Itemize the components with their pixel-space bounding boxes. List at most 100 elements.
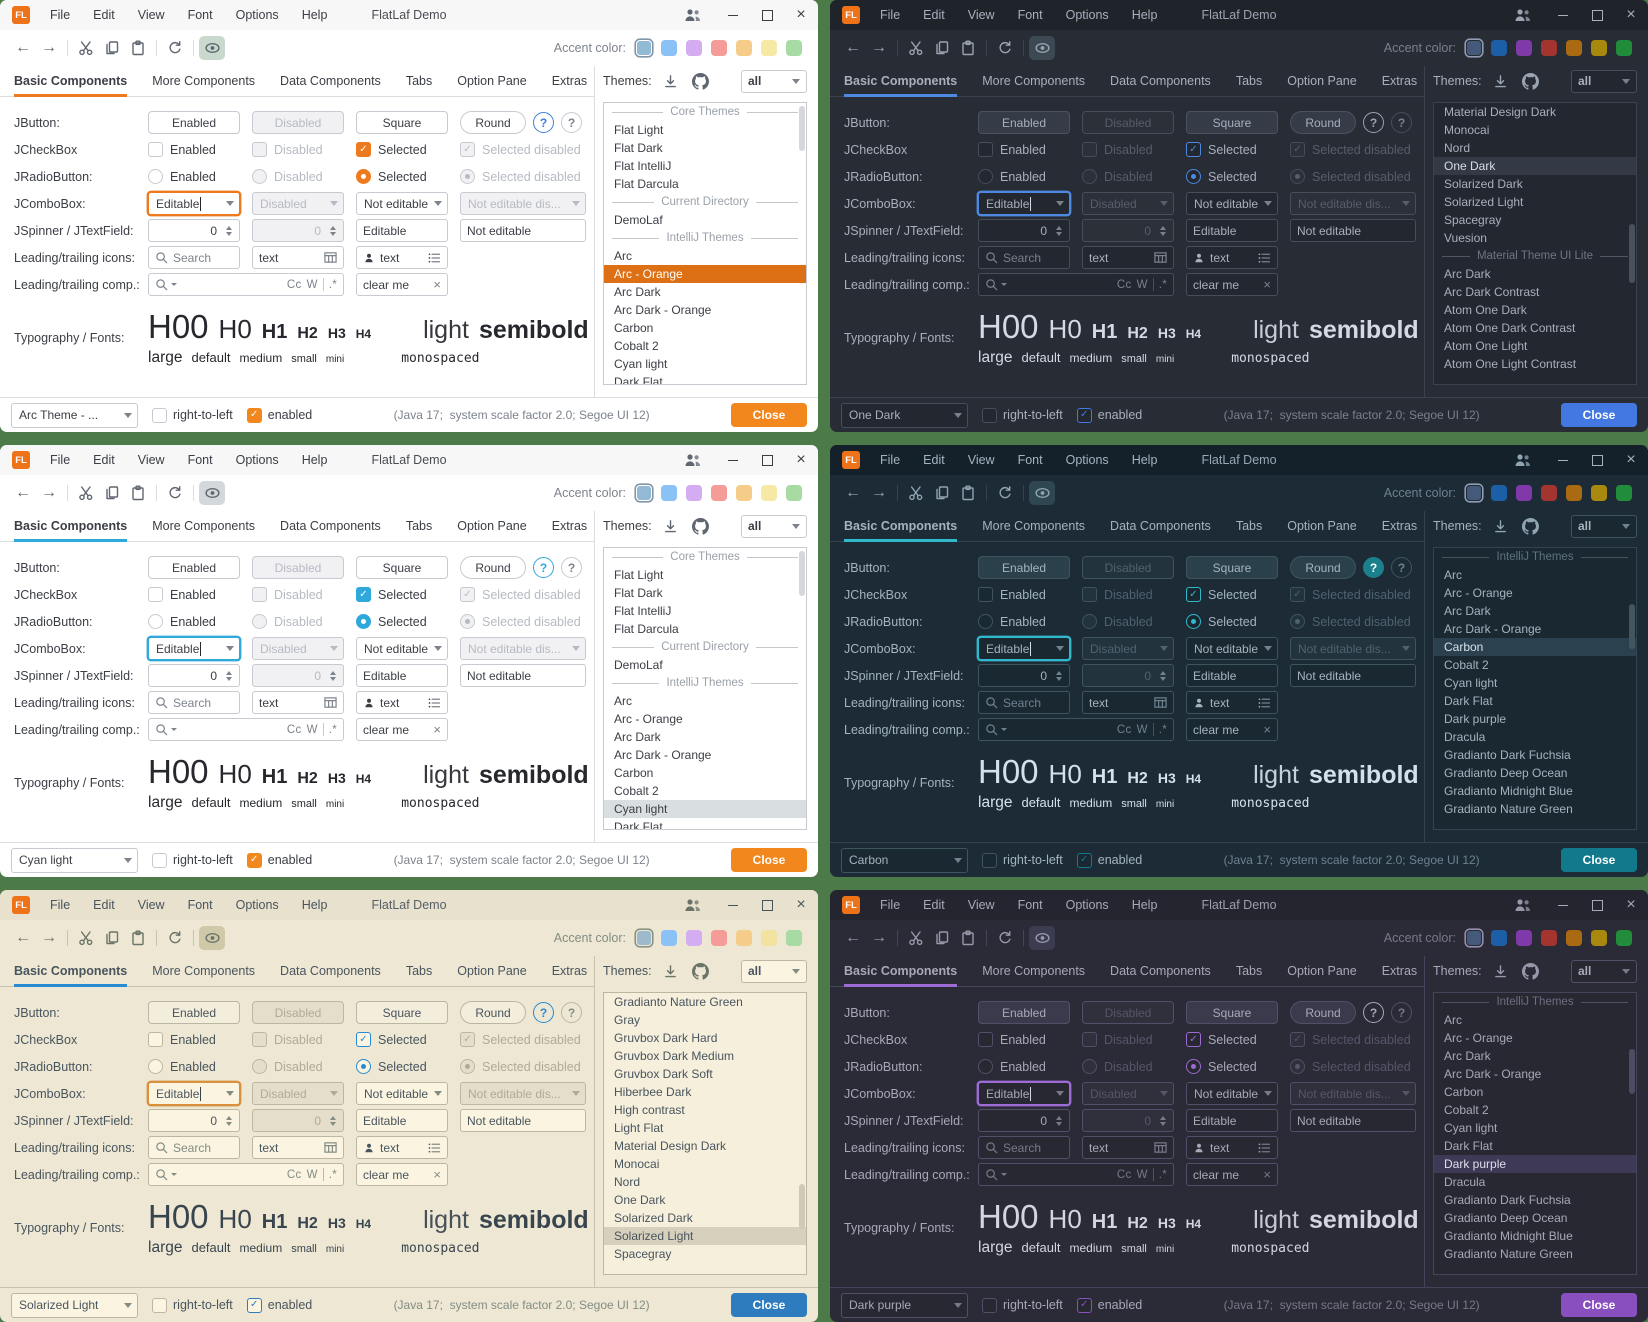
checkbox-enabled[interactable]: Enabled [148,1032,240,1047]
menu-view[interactable]: View [967,8,995,22]
menu-options[interactable]: Options [1065,8,1109,22]
theme-item-arc-orange[interactable]: Arc - Orange [1444,586,1513,600]
tab-data-components[interactable]: Data Components [1110,519,1211,533]
search-field-with-options[interactable]: Cc W .* [148,273,344,296]
chevron-down-icon[interactable] [1001,1173,1007,1176]
tab-data-components[interactable]: Data Components [1110,964,1211,978]
tab-option-pane[interactable]: Option Pane [457,964,527,978]
combobox-editable[interactable]: Editable [148,637,240,660]
close-button[interactable]: Close [1561,848,1637,872]
forward-icon[interactable]: → [41,484,57,501]
chevron-down-icon[interactable] [1051,1083,1069,1104]
themes-filter-combo[interactable]: all [1571,69,1637,93]
right-to-left-checkbox[interactable]: right-to-left [152,407,233,423]
chevron-down-icon[interactable] [1051,193,1069,214]
close-window-button[interactable]: × [796,451,806,468]
theme-item-gradianto-midnight-blue[interactable]: Gradianto Midnight Blue [1444,1229,1573,1243]
theme-item-arc[interactable]: Arc [614,694,632,708]
textfield-editable[interactable]: Editable [356,664,448,687]
menu-view[interactable]: View [137,453,165,467]
combobox-editable[interactable]: Editable [148,192,240,215]
theme-item-dark-flat[interactable]: Dark Flat [614,375,663,385]
radio-enabled[interactable]: Enabled [978,169,1070,184]
forward-icon[interactable]: → [41,39,57,56]
close-window-button[interactable]: × [796,896,806,913]
accent-swatch-2[interactable] [686,40,702,56]
download-icon[interactable] [660,964,682,979]
help-button[interactable]: ? [533,112,554,133]
menu-help[interactable]: Help [1131,453,1158,467]
chevron-down-icon[interactable] [949,849,967,872]
theme-combobox[interactable]: Arc Theme - ... [11,402,138,428]
theme-item-gradianto-deep-ocean[interactable]: Gradianto Deep Ocean [1444,766,1568,780]
clear-me-input[interactable]: clear me × [356,1163,448,1186]
radio-selected[interactable]: Selected [1186,614,1278,629]
radio-selected[interactable]: Selected [1186,169,1278,184]
help-button[interactable]: ? [533,557,554,578]
theme-item-flat-darcula[interactable]: Flat Darcula [614,177,679,191]
theme-item-atom-one-light-contrast[interactable]: Atom One Light Contrast [1444,357,1577,371]
theme-item-demolaf[interactable]: DemoLaf [614,213,663,227]
text-input-list[interactable]: text [356,246,448,269]
enabled-checkbox[interactable]: ✓ enabled [1076,407,1142,423]
users-icon[interactable] [1506,897,1540,913]
copy-icon[interactable] [929,36,955,60]
search-input[interactable]: Search [148,691,240,714]
scrollbar-thumb[interactable] [799,105,805,151]
themes-filter-combo[interactable]: all [1571,514,1637,538]
text-input-list[interactable]: text [356,691,448,714]
cut-icon[interactable] [903,926,929,950]
theme-item-one-dark[interactable]: One Dark [614,1193,666,1207]
regex-toggle[interactable]: .* [328,1168,337,1181]
chevron-down-icon[interactable] [119,1294,137,1317]
menu-help[interactable]: Help [1131,898,1158,912]
theme-item-dracula[interactable]: Dracula [1444,1175,1486,1189]
menu-view[interactable]: View [967,898,995,912]
combobox-editable[interactable]: Editable [978,637,1070,660]
combobox-not-editable[interactable]: Not editable [356,637,448,660]
maximize-button[interactable] [1580,890,1614,920]
menu-font[interactable]: Font [1017,8,1043,22]
theme-item-arc[interactable]: Arc [1444,1013,1462,1027]
chevron-down-icon[interactable] [171,283,177,286]
refresh-icon[interactable] [162,926,188,950]
scrollbar-thumb[interactable] [1629,604,1635,650]
theme-item-arc-orange[interactable]: Arc - Orange [614,712,683,726]
tab-basic-components[interactable]: Basic Components [844,511,958,542]
theme-item-material-design-dark[interactable]: Material Design Dark [614,1139,727,1153]
search-input[interactable]: Search [148,1136,240,1159]
theme-item-atom-one-dark-contrast[interactable]: Atom One Dark Contrast [1444,321,1576,335]
tab-tabs[interactable]: Tabs [1235,74,1263,88]
minimize-button[interactable] [1546,890,1580,920]
minimize-button[interactable] [716,445,750,475]
whole-words-toggle[interactable]: W [1136,723,1148,736]
tab-extras[interactable]: Extras [1381,519,1418,533]
radio-enabled[interactable]: Enabled [148,169,240,184]
enabled-button[interactable]: Enabled [148,556,240,579]
close-button[interactable]: Close [1561,1293,1637,1317]
theme-item-light-flat[interactable]: Light Flat [614,1121,664,1135]
accent-swatch-2[interactable] [1516,40,1532,56]
back-icon[interactable]: ← [845,929,861,946]
tab-extras[interactable]: Extras [551,74,588,88]
tab-more-components[interactable]: More Components [152,964,256,978]
theme-item-dark-purple[interactable]: Dark purple [1434,1155,1636,1173]
theme-item-high-contrast[interactable]: High contrast [614,1103,685,1117]
checkbox-selected[interactable]: ✓ Selected [356,142,448,157]
text-input-list[interactable]: text [1186,691,1278,714]
theme-item-flat-intellij[interactable]: Flat IntelliJ [614,604,672,618]
theme-item-arc[interactable]: Arc [614,249,632,263]
theme-item-flat-dark[interactable]: Flat Dark [614,586,663,600]
radio-enabled[interactable]: Enabled [148,1059,240,1074]
tab-option-pane[interactable]: Option Pane [1287,519,1357,533]
square-button[interactable]: Square [356,111,448,134]
theme-item-gradianto-nature-green[interactable]: Gradianto Nature Green [1444,802,1573,816]
menu-file[interactable]: File [50,453,71,467]
chevron-down-icon[interactable] [429,193,447,214]
enabled-button[interactable]: Enabled [978,556,1070,579]
search-field-with-options[interactable]: Cc W .* [978,273,1174,296]
menu-help[interactable]: Help [301,898,328,912]
github-icon[interactable] [690,962,712,980]
users-icon[interactable] [676,452,710,468]
minimize-button[interactable] [716,0,750,30]
